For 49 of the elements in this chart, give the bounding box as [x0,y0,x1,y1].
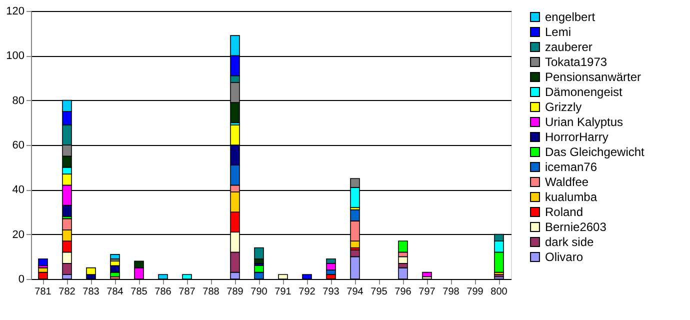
x-tick-label: 791 [274,286,292,298]
bar [110,254,120,260]
legend-label: Waldfee [545,175,589,189]
bar [398,256,408,264]
legend-label: Dämonengeist [545,85,624,99]
legend-label: Grizzly [545,100,582,114]
bar [422,272,432,278]
legend-label: Tokata1973 [545,55,608,69]
legend-label: engelbert [545,10,596,24]
x-tick-label: 781 [34,286,52,298]
x-tick-label: 798 [442,286,460,298]
x-tick-label: 794 [346,286,364,298]
x-tick-label: 786 [154,286,172,298]
x-tick-label: 787 [178,286,196,298]
x-tick-label: 785 [130,286,148,298]
x-tick-label: 793 [322,286,340,298]
x-tick-label: 792 [298,286,316,298]
x-tick-label: 790 [250,286,268,298]
legend-label: kualumba [545,190,598,204]
legend-label: zauberer [545,40,592,54]
x-tick-label: 789 [226,286,244,298]
y-tick-label: 100 [6,50,24,62]
y-tick-label: 0 [18,274,24,286]
x-tick-label: 800 [490,286,508,298]
legend-label: Roland [545,205,584,219]
y-tick-label: 60 [12,140,24,152]
x-tick-label: 796 [394,286,412,298]
y-tick-label: 40 [12,184,24,196]
legend-label: Bernie2603 [545,220,607,234]
legend-label: dark side [545,235,594,249]
y-tick-label: 120 [6,6,24,18]
y-tick-label: 80 [12,94,24,107]
legend-label: Pensionsanwärter [545,70,642,84]
x-tick-label: 784 [106,286,124,298]
legend-label: HorrorHarry [545,130,608,144]
legend-label: Das Gleichgewicht [545,145,646,159]
x-tick-label: 783 [82,286,100,298]
x-tick-label: 788 [202,286,220,298]
bar [38,258,48,266]
y-tick-label: 20 [12,228,24,241]
bar [398,240,408,253]
legend-label: Urian Kalyptus [545,115,624,129]
x-tick-label: 797 [418,286,436,298]
x-tick-label: 799 [466,286,484,298]
legend-label: iceman76 [545,160,598,174]
legend-label: Olivaro [545,250,584,264]
x-tick-label: 782 [58,286,76,298]
x-tick-label: 795 [370,286,388,298]
legend-label: Lemi [545,25,572,39]
